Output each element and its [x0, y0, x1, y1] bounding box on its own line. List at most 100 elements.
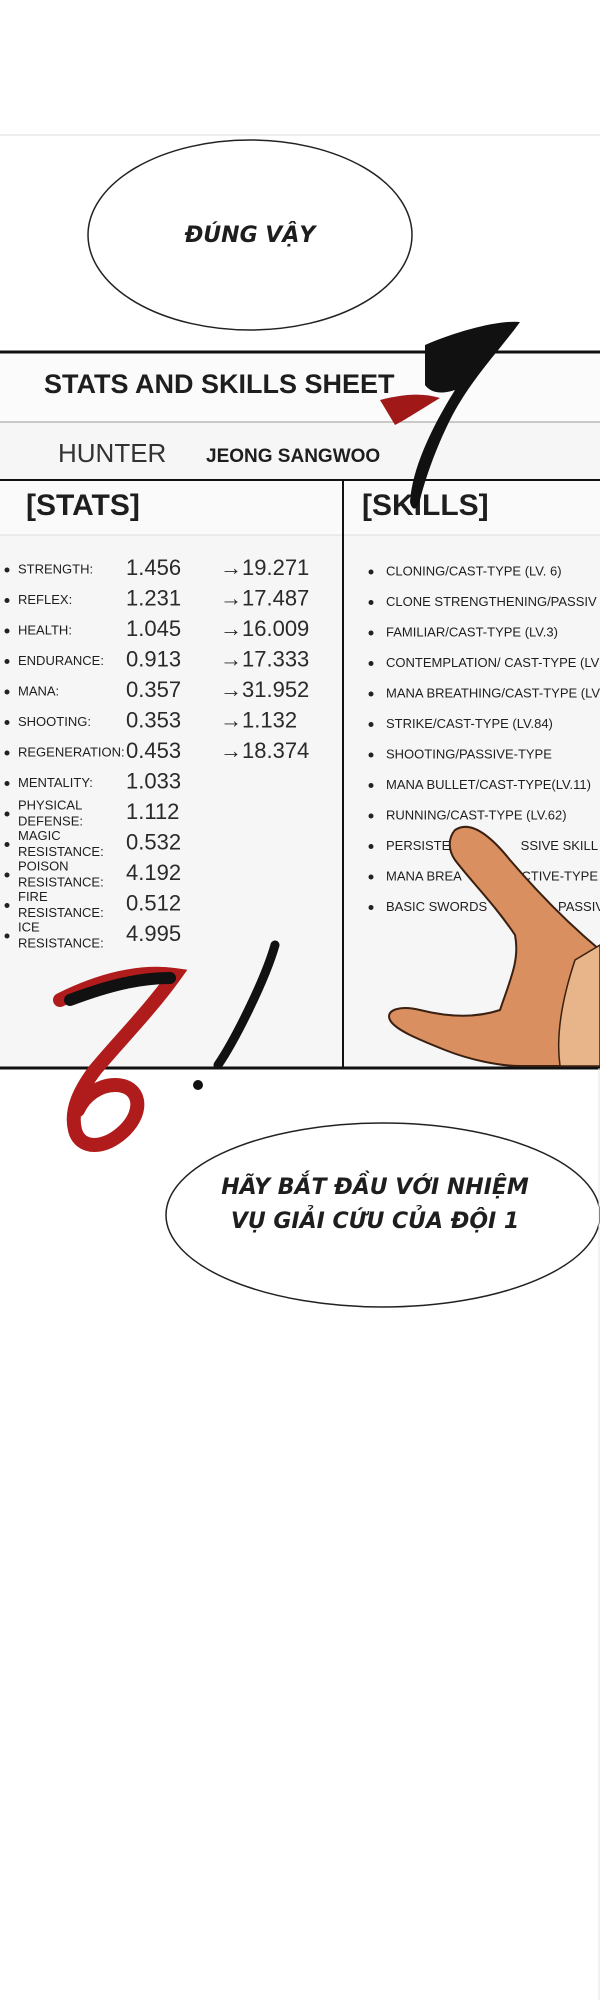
skill-name: RUNNING/CAST-TYPE (LV.62) [386, 807, 567, 822]
bullet [368, 874, 374, 880]
skill-name: STRIKE/CAST-TYPE (LV.84) [386, 716, 553, 731]
stat-value: 1.231 [126, 585, 181, 610]
bullet [4, 781, 10, 786]
stat-next: →1.132 [220, 707, 297, 732]
stat-next: →19.271 [220, 555, 309, 580]
bullet [4, 567, 10, 573]
stats-sheet: STATS AND SKILLS SHEET HUNTER JEONG SANG… [0, 350, 600, 1070]
skill-name: CLONING/CAST-TYPE (LV. 6) [386, 563, 562, 578]
stat-value: 0.453 [126, 738, 181, 763]
bullet [368, 813, 374, 819]
skill-name: MANA BULLET/CAST-TYPE(LV.11) [386, 777, 591, 792]
hand [388, 825, 600, 1067]
stat-name: RESISTANCE: [18, 905, 104, 920]
stat-value: 0.353 [126, 707, 181, 732]
bullet [368, 630, 374, 636]
bullet [368, 905, 374, 910]
sfx-stroke [410, 321, 520, 509]
bubble-text: VỤ GIẢI CỨU CỦA ĐỘI 1 [231, 1206, 519, 1234]
bullet [368, 783, 374, 788]
skill-name: MANA BREATHING/CAST-TYPE (LV [386, 685, 600, 700]
arm [557, 944, 600, 1067]
sheet-title: STATS AND SKILLS SHEET [44, 369, 395, 399]
skill-name: FAMILIAR/CAST-TYPE (LV.3) [386, 624, 558, 639]
skill-name: PASSIV [558, 899, 600, 914]
sheet-bg [0, 352, 600, 1068]
stat-name: RESISTANCE: [18, 844, 104, 859]
speech-bubble [165, 1122, 600, 1308]
skill-name: BASIC SWORDS [386, 899, 487, 914]
stat-name: HEALTH: [18, 622, 72, 637]
stat-value: 1.045 [126, 616, 181, 641]
skill-name: MANA BREA [386, 868, 462, 883]
bullet [4, 811, 10, 817]
stat-value: 1.456 [126, 555, 181, 580]
bullet [4, 659, 10, 664]
stat-name: STRENGTH: [18, 561, 93, 576]
bullet [368, 722, 374, 727]
stat-next: →16.009 [220, 616, 309, 641]
stats-header: [STATS] [26, 489, 140, 522]
hunter-name: JEONG SANGWOO [206, 446, 380, 467]
bullet [4, 842, 10, 847]
skill-name: CLONE STRENGTHENING/PASSIV [386, 594, 597, 609]
stat-value: 1.112 [126, 799, 179, 824]
skill-name: SHOOTING/PASSIVE-TYPE [386, 746, 552, 761]
stats-list: STRENGTH: 1.456 →19.271 REFLEX: 1.231 →17.487… [4, 555, 309, 950]
stat-value: 0.913 [126, 646, 181, 671]
stat-name: FIRE [18, 889, 48, 904]
stat-next: →31.952 [220, 677, 309, 702]
bullet [4, 903, 10, 908]
skills-list: CLONING/CAST-TYPE (LV. 6) CLONE STRENGTHE… [368, 563, 600, 914]
skills-header: [SKILLS] [362, 489, 489, 522]
sfx-stroke [380, 394, 440, 425]
stat-value: 0.532 [126, 829, 181, 854]
stat-name: MENTALITY: [18, 775, 93, 790]
bullet [368, 752, 374, 758]
stat-value: 0.512 [126, 890, 181, 915]
bullet [4, 598, 10, 603]
bullet [368, 569, 374, 575]
bubble-text: HÃY BẮT ĐẦU VỚI NHIỆM [221, 1171, 529, 1200]
stat-name: DEFENSE: [18, 813, 83, 828]
bullet [368, 691, 374, 697]
bullet [4, 720, 10, 725]
stat-name: REGENERATION: [18, 744, 125, 759]
stat-name: REFLEX: [18, 592, 72, 607]
skill-name: SSIVE SKILL [521, 838, 598, 853]
bullet [368, 600, 374, 605]
stat-name: ENDURANCE: [18, 653, 104, 668]
stat-value: 0.357 [126, 677, 181, 702]
bullet [4, 933, 10, 939]
sfx-stroke [213, 940, 280, 1070]
skill-name: CTIVE-TYPE [521, 868, 598, 883]
stat-name: ICE [18, 919, 40, 934]
stat-name: RESISTANCE: [18, 935, 104, 950]
bullet [4, 689, 10, 695]
stat-name: PHYSICAL [18, 797, 82, 812]
bullet [4, 628, 10, 634]
bullet [4, 750, 10, 756]
sfx-stroke [64, 972, 176, 1006]
speech-bubble [87, 139, 413, 331]
bubble-text: ĐÚNG VẬY [184, 221, 318, 248]
stat-value: 4.192 [126, 860, 181, 885]
bullet [368, 844, 374, 849]
stat-value: 4.995 [126, 921, 181, 946]
stat-next: →18.374 [220, 738, 309, 763]
stat-next: →17.333 [220, 646, 309, 671]
skill-name: PERSISTE [386, 838, 451, 853]
skill-name: CONTEMPLATION/ CAST-TYPE (LV [386, 655, 600, 670]
stat-value: 1.033 [126, 768, 181, 793]
title-row [0, 352, 600, 422]
header-row [0, 480, 600, 535]
stat-name: POISON [18, 858, 69, 873]
stat-next: →17.487 [220, 585, 309, 610]
bullet [368, 661, 374, 666]
sfx-dot [193, 1080, 203, 1090]
stat-name: RESISTANCE: [18, 874, 104, 889]
hunter-label: HUNTER [58, 438, 166, 468]
stat-name: MAGIC [18, 828, 61, 843]
bullet [4, 872, 10, 878]
